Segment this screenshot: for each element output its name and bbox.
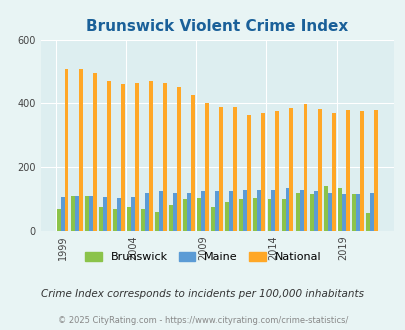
Bar [145, 193, 149, 231]
Bar [162, 82, 166, 231]
Bar [57, 209, 60, 231]
Bar [197, 197, 201, 231]
Legend: Brunswick, Maine, National: Brunswick, Maine, National [80, 248, 325, 267]
Bar [64, 69, 68, 231]
Bar [299, 189, 303, 231]
Bar [351, 194, 355, 231]
Bar [120, 84, 124, 231]
Bar [159, 191, 162, 231]
Bar [201, 191, 205, 231]
Bar [365, 214, 369, 231]
Bar [369, 193, 373, 231]
Bar [219, 107, 223, 231]
Bar [337, 188, 341, 231]
Bar [70, 196, 75, 231]
Bar [183, 199, 187, 231]
Bar [205, 103, 209, 231]
Bar [88, 196, 92, 231]
Bar [117, 197, 120, 231]
Bar [295, 193, 299, 231]
Bar [60, 197, 64, 231]
Bar [281, 199, 285, 231]
Bar [257, 189, 261, 231]
Text: Crime Index corresponds to incidents per 100,000 inhabitants: Crime Index corresponds to incidents per… [41, 289, 364, 299]
Bar [134, 82, 139, 231]
Bar [169, 206, 173, 231]
Bar [271, 189, 275, 231]
Bar [229, 191, 232, 231]
Bar [149, 81, 152, 231]
Bar [177, 87, 181, 231]
Bar [355, 194, 359, 231]
Bar [285, 188, 289, 231]
Bar [261, 113, 264, 231]
Bar [317, 109, 321, 231]
Bar [79, 69, 82, 231]
Bar [173, 193, 177, 231]
Bar [309, 194, 313, 231]
Bar [303, 104, 307, 231]
Bar [130, 197, 134, 231]
Bar [155, 212, 159, 231]
Bar [92, 73, 96, 231]
Bar [232, 107, 237, 231]
Bar [107, 81, 111, 231]
Title: Brunswick Violent Crime Index: Brunswick Violent Crime Index [86, 19, 347, 34]
Bar [313, 191, 317, 231]
Bar [327, 193, 331, 231]
Bar [331, 113, 335, 231]
Bar [243, 190, 247, 231]
Bar [253, 197, 257, 231]
Bar [102, 197, 107, 231]
Bar [211, 207, 215, 231]
Bar [98, 207, 102, 231]
Bar [373, 111, 377, 231]
Bar [225, 202, 229, 231]
Bar [215, 191, 219, 231]
Bar [187, 193, 191, 231]
Bar [275, 112, 279, 231]
Bar [75, 196, 79, 231]
Bar [345, 110, 349, 231]
Bar [85, 196, 88, 231]
Bar [113, 209, 117, 231]
Bar [267, 199, 271, 231]
Bar [359, 112, 363, 231]
Bar [323, 186, 327, 231]
Bar [239, 199, 243, 231]
Bar [141, 209, 145, 231]
Bar [127, 207, 130, 231]
Bar [191, 95, 194, 231]
Bar [341, 194, 345, 231]
Bar [247, 115, 251, 231]
Bar [289, 108, 293, 231]
Text: © 2025 CityRating.com - https://www.cityrating.com/crime-statistics/: © 2025 CityRating.com - https://www.city… [58, 315, 347, 325]
